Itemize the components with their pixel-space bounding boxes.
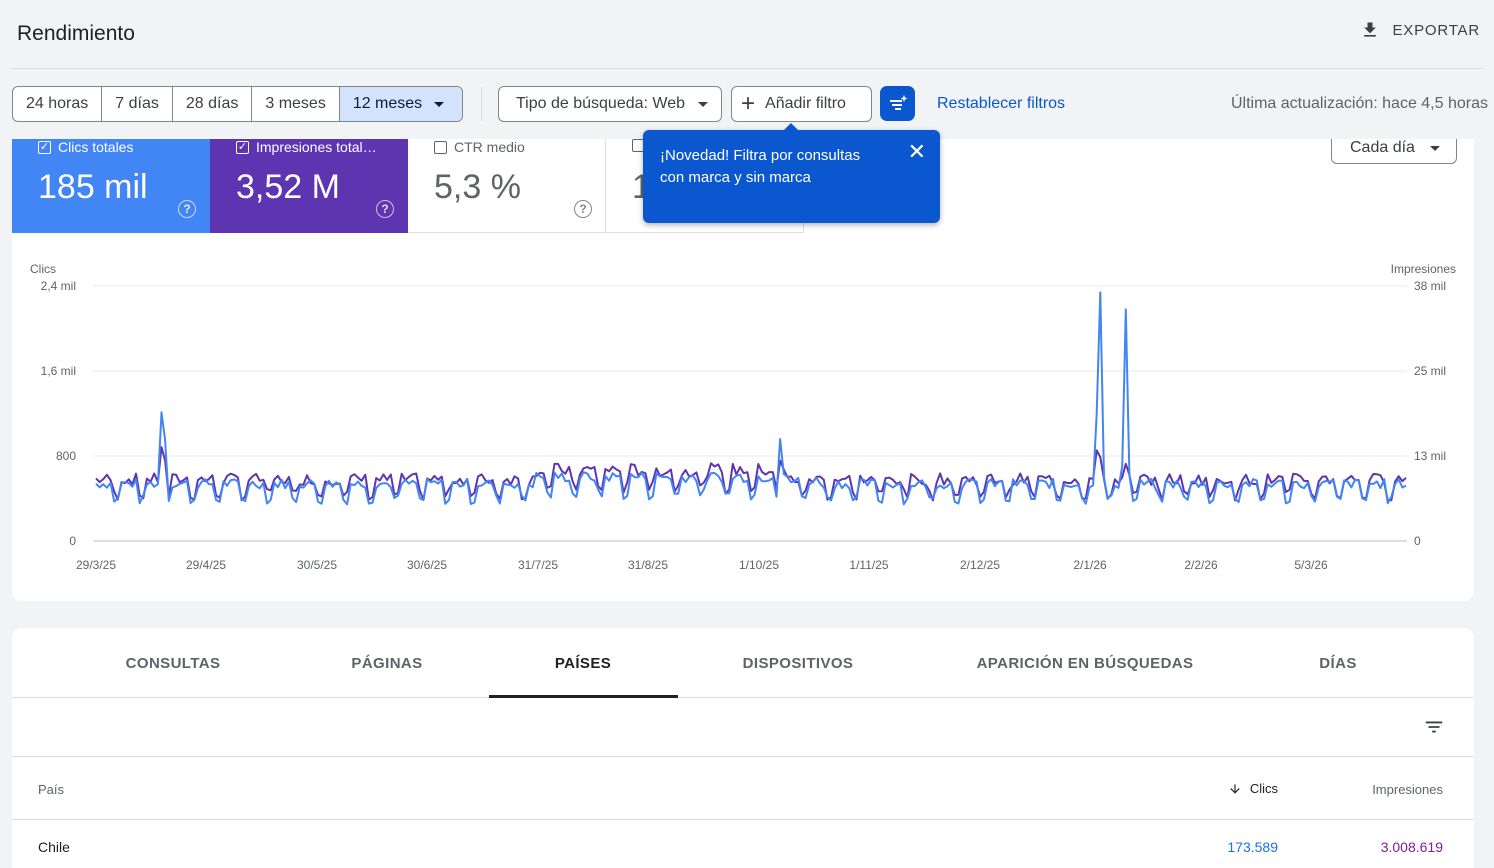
cell-country: Chile	[38, 839, 70, 855]
filter-sparkle-icon	[889, 94, 907, 110]
column-header-clicks[interactable]: Clics	[1228, 781, 1278, 796]
x-tick-label: 30/5/25	[297, 558, 337, 572]
left-axis-title: Clics	[30, 262, 56, 276]
column-header-country[interactable]: País	[38, 782, 65, 797]
x-tick-label: 29/3/25	[76, 558, 116, 572]
smart-filter-button[interactable]	[880, 86, 915, 121]
metric-label: ✓ Impresiones total…	[236, 139, 377, 155]
right-tick-label: 13 mil	[1414, 449, 1446, 463]
x-tick-label: 1/11/25	[849, 558, 888, 572]
metric-label: CTR medio	[434, 139, 525, 155]
metric-average-ctr[interactable]: CTR medio 5,3 % ?	[408, 139, 606, 233]
range-7d[interactable]: 7 días	[102, 87, 173, 121]
checkbox-checked-icon[interactable]: ✓	[38, 140, 51, 154]
table-filter-row	[12, 699, 1474, 757]
x-tick-label: 2/2/26	[1184, 558, 1218, 572]
reset-filters-link[interactable]: Restablecer filtros	[937, 95, 1066, 112]
tab-queries[interactable]: CONSULTAS	[125, 655, 221, 672]
tab-days[interactable]: DÍAS	[1319, 655, 1357, 672]
arrow-down-icon	[1230, 783, 1240, 794]
novelty-tooltip: ¡Novedad! Filtra por consultas con marca…	[643, 123, 940, 223]
add-filter-button[interactable]: + Añadir filtro	[731, 86, 872, 122]
cell-impressions: 3.008.619	[1380, 839, 1443, 855]
cell-clicks: 173.589	[1227, 839, 1278, 855]
help-icon[interactable]: ?	[574, 200, 592, 218]
x-tick-label: 30/6/25	[407, 558, 447, 572]
date-range-selector: 24 horas 7 días 28 días 3 meses 12 meses	[12, 86, 464, 122]
search-type-label: Tipo de búsqueda: Web	[516, 95, 686, 112]
help-icon[interactable]: ?	[376, 200, 394, 218]
left-tick-label: 2,4 mil	[41, 279, 76, 293]
metric-total-clicks[interactable]: ✓ Clics totales 185 mil ?	[12, 139, 210, 233]
tooltip-text: ¡Novedad! Filtra por consultas con marca…	[660, 147, 861, 186]
granularity-label: Cada día	[1350, 139, 1415, 156]
checkbox-checked-icon[interactable]: ✓	[236, 140, 249, 154]
caret-down-icon	[434, 101, 445, 107]
export-button[interactable]: EXPORTAR	[1360, 20, 1480, 40]
x-tick-label: 31/8/25	[628, 558, 668, 572]
metric-value: 5,3 %	[434, 168, 521, 206]
performance-chart: Clics Impresiones 0 0 800 13 mil 1,6 mil 25 mil…	[30, 262, 1456, 572]
filter-icon[interactable]	[1423, 716, 1445, 738]
left-tick-label: 800	[56, 449, 76, 463]
tab-countries[interactable]: PAÍSES	[554, 655, 612, 672]
caret-down-icon	[698, 102, 708, 107]
page-title: Rendimiento	[17, 22, 135, 45]
add-filter-label: Añadir filtro	[765, 95, 846, 112]
metric-total-impressions[interactable]: ✓ Impresiones total… 3,52 M ?	[210, 139, 408, 233]
dimension-tabs: CONSULTAS PÁGINAS PAÍSES DISPOSITIVOS AP…	[12, 628, 1474, 698]
active-tab-indicator	[489, 695, 678, 698]
metric-value: 185 mil	[38, 168, 148, 206]
impressions-series-line	[95, 446, 1407, 502]
right-tick-label: 38 mil	[1414, 279, 1446, 293]
divider	[12, 68, 1482, 69]
range-3m[interactable]: 3 meses	[252, 87, 340, 121]
left-tick-label: 0	[69, 534, 76, 548]
granularity-select[interactable]: Cada día	[1331, 139, 1457, 164]
x-tick-label: 1/10/25	[739, 558, 779, 572]
metric-value: 3,52 M	[236, 168, 340, 206]
table-row[interactable]: Chile 173.589 3.008.619	[12, 820, 1474, 868]
metric-label-text: Impresiones total…	[256, 139, 377, 155]
x-tick-label: 29/4/25	[186, 558, 226, 572]
left-tick-label: 1,6 mil	[41, 364, 76, 378]
column-header-impressions[interactable]: Impresiones	[1372, 782, 1443, 797]
search-type-filter[interactable]: Tipo de búsqueda: Web	[498, 86, 722, 122]
right-tick-label: 0	[1414, 534, 1421, 548]
tab-pages[interactable]: PÁGINAS	[351, 655, 423, 672]
x-tick-label: 31/7/25	[518, 558, 558, 572]
table-header: País Clics Impresiones	[12, 757, 1474, 820]
tab-devices[interactable]: DISPOSITIVOS	[742, 655, 854, 672]
range-12m[interactable]: 12 meses	[339, 87, 463, 121]
range-24h[interactable]: 24 horas	[13, 87, 103, 121]
dimension-table-card: CONSULTAS PÁGINAS PAÍSES DISPOSITIVOS AP…	[12, 628, 1474, 868]
filter-bar: 24 horas 7 días 28 días 3 meses 12 meses…	[0, 69, 1494, 139]
checkbox-unchecked-icon[interactable]	[434, 140, 447, 154]
help-icon[interactable]: ?	[178, 200, 196, 218]
range-28d[interactable]: 28 días	[173, 87, 253, 121]
right-tick-label: 25 mil	[1414, 364, 1446, 378]
column-header-clicks-label: Clics	[1249, 781, 1278, 796]
top-bar: Rendimiento EXPORTAR	[0, 0, 1494, 68]
divider	[481, 87, 482, 121]
x-tick-label: 2/12/25	[960, 558, 1000, 572]
plus-icon: +	[741, 90, 756, 117]
clicks-series-line	[95, 291, 1407, 506]
metric-label: ✓ Clics totales	[38, 139, 133, 155]
range-12m-label: 12 meses	[352, 95, 423, 112]
metric-label-text: Clics totales	[58, 139, 134, 155]
tab-search-appearance[interactable]: APARICIÓN EN BÚSQUEDAS	[976, 655, 1194, 672]
metric-label-text: CTR medio	[454, 139, 525, 155]
x-tick-label: 2/1/26	[1073, 558, 1107, 572]
export-label: EXPORTAR	[1392, 21, 1480, 39]
right-axis-title: Impresiones	[1391, 262, 1456, 276]
tooltip-arrow	[783, 123, 799, 131]
x-tick-label: 5/3/26	[1294, 558, 1328, 572]
close-icon[interactable]: ✕	[907, 139, 926, 164]
caret-down-icon	[1430, 146, 1440, 151]
last-update-text: Última actualización: hace 4,5 horas	[1230, 95, 1488, 112]
download-icon	[1364, 22, 1377, 37]
